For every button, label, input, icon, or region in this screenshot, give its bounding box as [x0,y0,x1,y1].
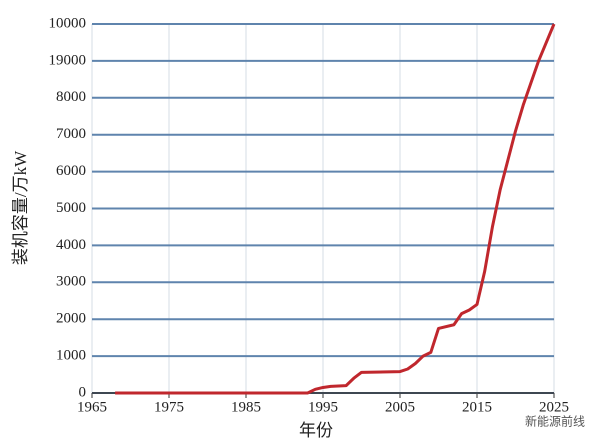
data-line [115,23,556,395]
x-tick-label: 2005 [385,399,415,415]
y-tick-label: 7000 [56,126,86,142]
x-tick-label: 1985 [231,399,261,415]
y-tick-label: 8000 [56,89,86,105]
y-tick-label: 2000 [56,311,86,327]
x-tick-label: 2015 [462,399,492,415]
x-axis-label: 年份 [299,421,333,440]
y-tick-label: 4000 [56,237,86,253]
watermark: 新能源前线 [525,414,585,429]
y-axis-label: 装机容量/万kW [11,150,30,265]
y-tick-label: 19000 [49,52,87,68]
x-tick-label: 1995 [308,399,338,415]
x-tick-label: 1975 [154,399,184,415]
y-tick-label: 0 [79,384,87,400]
y-tick-label: 6000 [56,163,86,179]
x-tick-label: 1965 [77,399,107,415]
y-tick-label: 5000 [56,200,86,216]
y-tick-label: 3000 [56,274,86,290]
x-tick-label: 2025 [539,399,569,415]
y-tick-label: 10000 [49,15,87,31]
y-tick-label: 1000 [56,348,86,364]
